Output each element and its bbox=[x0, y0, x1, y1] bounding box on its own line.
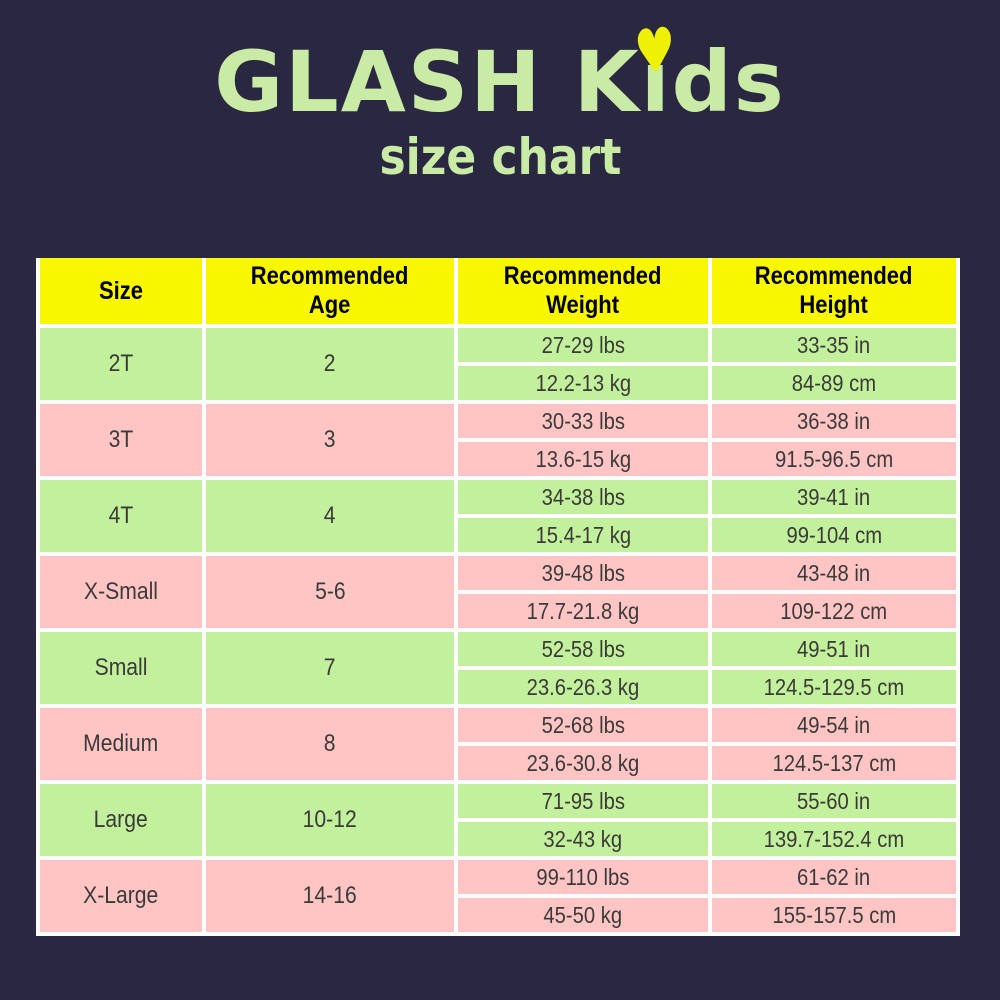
brand-title: GLASH K ♥ ids bbox=[0, 13, 1000, 126]
cell-height-in: 61-62 in bbox=[712, 860, 956, 894]
cell-height-cm: 124.5-129.5 cm bbox=[712, 670, 956, 704]
cell-weight-kg: 32-43 kg bbox=[458, 822, 708, 856]
cell-height-cm: 155-157.5 cm bbox=[712, 898, 956, 932]
cell-weight-kg: 17.7-21.8 kg bbox=[458, 594, 708, 628]
cell-size: Small bbox=[40, 632, 202, 704]
cell-age: 14-16 bbox=[206, 860, 454, 932]
cell-weight-lbs: 99-110 lbs bbox=[458, 860, 708, 894]
cell-weight-kg: 23.6-30.8 kg bbox=[458, 746, 708, 780]
brand-title-part2: ds bbox=[671, 33, 786, 131]
cell-height-in: 39-41 in bbox=[712, 480, 956, 514]
cell-weight-kg: 45-50 kg bbox=[458, 898, 708, 932]
cell-height-in: 33-35 in bbox=[712, 328, 956, 362]
cell-age: 4 bbox=[206, 480, 454, 552]
cell-size: 4T bbox=[40, 480, 202, 552]
brand-title-i-letter: i bbox=[640, 33, 672, 131]
cell-size: 2T bbox=[40, 328, 202, 400]
cell-weight-lbs: 34-38 lbs bbox=[458, 480, 708, 514]
cell-size: Medium bbox=[40, 708, 202, 780]
cell-age: 7 bbox=[206, 632, 454, 704]
cell-height-cm: 99-104 cm bbox=[712, 518, 956, 552]
header-recommended-age: Recommended Age bbox=[206, 258, 454, 324]
cell-height-in: 49-51 in bbox=[712, 632, 956, 666]
cell-age: 8 bbox=[206, 708, 454, 780]
cell-size: X-Small bbox=[40, 556, 202, 628]
cell-age: 2 bbox=[206, 328, 454, 400]
cell-height-cm: 109-122 cm bbox=[712, 594, 956, 628]
cell-height-cm: 139.7-152.4 cm bbox=[712, 822, 956, 856]
cell-weight-lbs: 30-33 lbs bbox=[458, 404, 708, 438]
size-chart-table: Size Recommended Age Recommended Weight … bbox=[36, 258, 960, 936]
cell-weight-kg: 13.6-15 kg bbox=[458, 442, 708, 476]
cell-weight-lbs: 27-29 lbs bbox=[458, 328, 708, 362]
cell-height-in: 36-38 in bbox=[712, 404, 956, 438]
cell-size: X-Large bbox=[40, 860, 202, 932]
header-recommended-weight: Recommended Weight bbox=[458, 258, 708, 324]
cell-size: 3T bbox=[40, 404, 202, 476]
cell-age: 10-12 bbox=[206, 784, 454, 856]
header-size: Size bbox=[40, 258, 202, 324]
cell-height-cm: 124.5-137 cm bbox=[712, 746, 956, 780]
page-subtitle: size chart bbox=[379, 128, 621, 187]
cell-height-cm: 84-89 cm bbox=[712, 366, 956, 400]
cell-age: 5-6 bbox=[206, 556, 454, 628]
cell-age: 3 bbox=[206, 404, 454, 476]
cell-height-in: 49-54 in bbox=[712, 708, 956, 742]
cell-weight-lbs: 52-58 lbs bbox=[458, 632, 708, 666]
cell-weight-kg: 15.4-17 kg bbox=[458, 518, 708, 552]
cell-size: Large bbox=[40, 784, 202, 856]
cell-weight-lbs: 39-48 lbs bbox=[458, 556, 708, 590]
cell-weight-kg: 12.2-13 kg bbox=[458, 366, 708, 400]
cell-height-in: 55-60 in bbox=[712, 784, 956, 818]
cell-weight-lbs: 71-95 lbs bbox=[458, 784, 708, 818]
title-block: GLASH K ♥ ids size chart bbox=[0, 0, 1000, 187]
heart-icon: ♥ bbox=[632, 12, 680, 90]
header-recommended-height: Recommended Height bbox=[712, 258, 956, 324]
cell-weight-lbs: 52-68 lbs bbox=[458, 708, 708, 742]
brand-title-i: ♥ i bbox=[633, 13, 680, 126]
brand-title-part1: GLASH K bbox=[214, 33, 641, 131]
cell-height-cm: 91.5-96.5 cm bbox=[712, 442, 956, 476]
cell-height-in: 43-48 in bbox=[712, 556, 956, 590]
cell-weight-kg: 23.6-26.3 kg bbox=[458, 670, 708, 704]
